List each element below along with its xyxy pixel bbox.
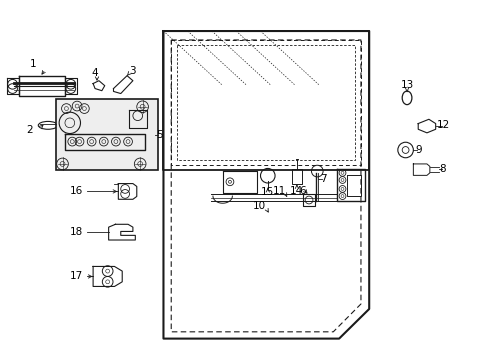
Text: 16: 16 <box>69 186 82 197</box>
Text: 12: 12 <box>436 120 449 130</box>
Text: 15: 15 <box>261 187 274 197</box>
Text: 18: 18 <box>69 227 82 237</box>
Text: 4: 4 <box>92 68 98 78</box>
Text: 9: 9 <box>414 145 421 155</box>
Text: 7: 7 <box>319 174 326 184</box>
Text: 1: 1 <box>30 59 37 69</box>
Text: 10: 10 <box>252 201 265 211</box>
Text: 8: 8 <box>438 164 445 174</box>
Text: 13: 13 <box>400 80 413 90</box>
Text: 6: 6 <box>299 186 305 196</box>
Text: 14: 14 <box>290 186 303 196</box>
Text: 11: 11 <box>272 186 285 196</box>
Text: 5: 5 <box>156 130 163 140</box>
Text: 3: 3 <box>129 66 136 76</box>
Bar <box>56 99 158 170</box>
Text: 17: 17 <box>69 271 82 282</box>
Text: 2: 2 <box>27 125 33 135</box>
